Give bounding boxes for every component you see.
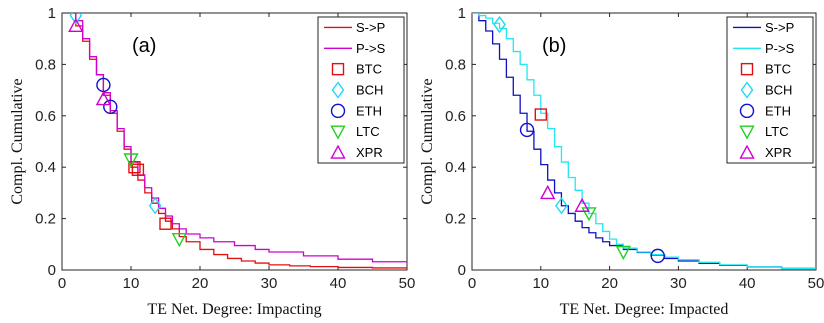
- x-tick-label: 50: [399, 275, 416, 292]
- legend-label: S->P: [765, 20, 794, 35]
- series-line-0: [472, 13, 816, 270]
- legend-label: S->P: [356, 20, 385, 35]
- y-tick-label: 0.2: [445, 211, 466, 228]
- legend-marker: [330, 125, 346, 140]
- chart-panel-1: 0 10 20 30 40 50 0 0.2 0.4 0.6 0.8 1 TE Net. Degree:…: [419, 5, 824, 318]
- x-tick-label: 40: [739, 275, 756, 292]
- marker-xpr: [540, 184, 556, 200]
- legend-label: BCH: [765, 83, 792, 98]
- x-tick-label: 20: [601, 275, 618, 292]
- marker-ltc: [615, 245, 632, 260]
- series-group: [62, 13, 407, 269]
- series-group: [472, 13, 816, 270]
- marker-bch: [493, 15, 506, 34]
- marker-xpr: [574, 197, 590, 212]
- x-tick-label: 0: [58, 275, 66, 292]
- y-tick-label: 1: [48, 5, 56, 22]
- panel-label: (a): [132, 35, 156, 57]
- marker-eth: [103, 99, 118, 115]
- y-tick-label: 0.6: [445, 108, 466, 125]
- legend-marker: [739, 103, 755, 119]
- x-tick-label: 40: [330, 275, 347, 292]
- x-tick-label: 50: [808, 275, 824, 292]
- y-axis-label: Compl. Cumulative: [419, 78, 436, 204]
- marker-eth: [519, 122, 535, 138]
- x-axis-label: TE Net. Degree: Impacting: [147, 301, 321, 318]
- marker-xpr: [95, 91, 112, 106]
- legend-label: ETH: [765, 103, 791, 118]
- legend-marker: [330, 144, 346, 159]
- x-tick-label: 10: [123, 275, 140, 292]
- y-tick-label: 0.6: [35, 108, 56, 125]
- legend-label: BCH: [356, 83, 383, 98]
- y-tick-label: 0.8: [35, 56, 56, 73]
- x-tick-label: 0: [468, 275, 476, 292]
- x-tick-label: 30: [670, 275, 687, 292]
- marker-ltc: [171, 232, 187, 248]
- marker-bch: [555, 197, 568, 215]
- legend-label: P->S: [765, 41, 795, 56]
- x-axis-label: TE Net. Degree: Impacted: [560, 301, 729, 318]
- marker-btc: [159, 217, 172, 230]
- y-axis-label: Compl. Cumulative: [9, 78, 26, 204]
- legend-marker: [740, 62, 754, 76]
- legend-label: BTC: [356, 62, 382, 77]
- series-line-1: [472, 13, 816, 270]
- y-tick-label: 0.8: [445, 56, 466, 73]
- marker-bch: [69, 13, 83, 25]
- legend-label: ETH: [356, 103, 382, 118]
- legend-label: P->S: [356, 41, 386, 56]
- x-tick-label: 30: [261, 275, 278, 292]
- y-tick-label: 0: [458, 262, 466, 279]
- x-tick-label: 10: [532, 275, 549, 292]
- marker-btc: [131, 163, 145, 176]
- marker-btc: [534, 108, 547, 121]
- legend-marker: [331, 62, 345, 76]
- marker-bch: [148, 197, 162, 215]
- legend-marker: [740, 81, 754, 99]
- legend-marker: [739, 125, 755, 140]
- legend-label: LTC: [356, 124, 380, 139]
- chart-panel-0: 0 10 20 30 40 50 0 0.2 0.4 0.6 0.8 1 TE Net. Degree:…: [9, 5, 415, 318]
- marker-xpr: [68, 17, 84, 33]
- marker-ltc: [123, 153, 139, 168]
- legend-label: XPR: [356, 145, 383, 160]
- marker-btc: [128, 160, 141, 174]
- legend-label: LTC: [765, 124, 789, 139]
- y-tick-label: 1: [458, 5, 466, 22]
- legend-label: XPR: [765, 145, 792, 160]
- legend: S->P P->S BTC BCH ETH LTC XPR: [317, 16, 405, 164]
- legend-marker: [330, 103, 346, 119]
- legend-label: BTC: [765, 62, 791, 77]
- y-tick-label: 0.2: [35, 211, 56, 228]
- legend-marker: [331, 81, 345, 99]
- panel-label: (b): [542, 35, 566, 57]
- legend-marker: [739, 144, 755, 159]
- x-tick-label: 20: [192, 275, 209, 292]
- marker-ltc: [581, 207, 597, 222]
- marker-eth: [650, 248, 665, 264]
- y-tick-label: 0.4: [35, 159, 56, 176]
- y-tick-label: 0: [48, 262, 56, 279]
- legend: S->P P->S BTC BCH ETH LTC XPR: [726, 16, 814, 164]
- y-tick-label: 0.4: [445, 159, 466, 176]
